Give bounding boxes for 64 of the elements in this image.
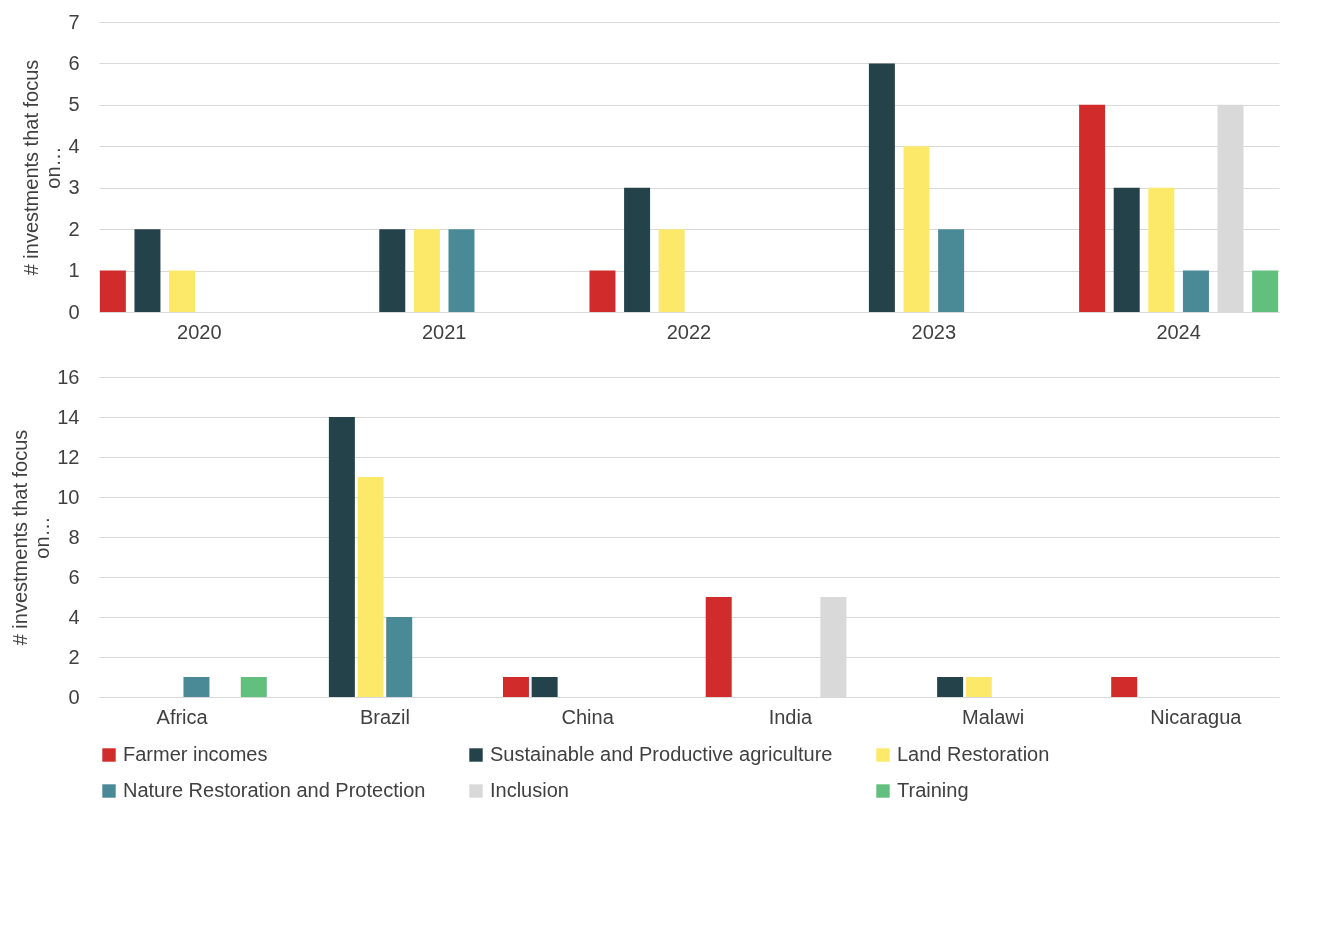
bar [705,597,732,697]
bar [328,417,355,697]
y-tick-label: 7 [68,10,80,33]
y-tick-label: 6 [68,565,80,588]
y-tick-label: 12 [57,445,80,468]
y-tick-label: 16 [57,365,80,388]
x-tick-label: 2023 [911,320,957,343]
x-tick-label: 2022 [666,320,712,343]
y-tick-label: 4 [68,134,80,157]
x-tick-label: 2020 [177,320,222,343]
y-tick-label: 0 [68,685,80,708]
y-tick-label: 8 [68,525,80,548]
bar [169,270,196,312]
bar [379,229,406,312]
legend-label: Sustainable and Productive agriculture [490,743,833,765]
bar [1252,270,1279,312]
bar [386,617,413,697]
bar [448,229,475,312]
legend-label: Training [897,779,969,801]
y-tick-label: 10 [57,485,80,508]
y-axis-title: # investments that focus on… [9,429,54,646]
bar [357,477,384,697]
bar [868,63,895,312]
y-tick-label: 14 [57,405,80,428]
bar [183,677,210,697]
legend-label: Inclusion [490,779,569,801]
bar [1079,104,1106,312]
bar [134,229,161,312]
y-tick-label: 1 [68,259,80,282]
y-axis-title: # investments that focus on… [20,59,65,276]
y-tick-label: 0 [68,300,80,323]
y-tick-label: 2 [68,645,80,668]
bar [658,229,685,312]
bar [938,229,965,312]
x-tick-label: Brazil [359,705,410,728]
bar [240,677,267,697]
x-tick-label: 2024 [1156,320,1201,343]
x-tick-label: 2021 [421,320,467,343]
x-tick-label: India [768,705,813,728]
y-tick-label: 4 [68,605,80,628]
y-tick-label: 5 [68,93,80,116]
bar [589,270,616,312]
legend-label: Farmer incomes [123,743,268,765]
bar [624,187,651,312]
y-tick-label: 2 [68,217,80,240]
x-tick-label: Nicaragua [1150,705,1243,728]
x-tick-label: China [561,705,615,728]
x-tick-label: Africa [156,705,209,728]
legend-label: Land Restoration [897,743,1050,765]
bar [937,677,964,697]
bar [502,677,529,697]
x-tick-label: Malawi [962,705,1025,728]
bar [1148,187,1175,312]
bar [413,229,440,312]
y-tick-label: 3 [68,176,80,199]
legend-label: Nature Restoration and Protection [123,779,426,801]
bar [903,146,930,312]
bar [1182,270,1209,312]
bar [965,677,992,697]
y-tick-label: 6 [68,51,80,74]
bar [531,677,558,697]
bar [1111,677,1138,697]
bar [99,270,126,312]
bar [1113,187,1140,312]
